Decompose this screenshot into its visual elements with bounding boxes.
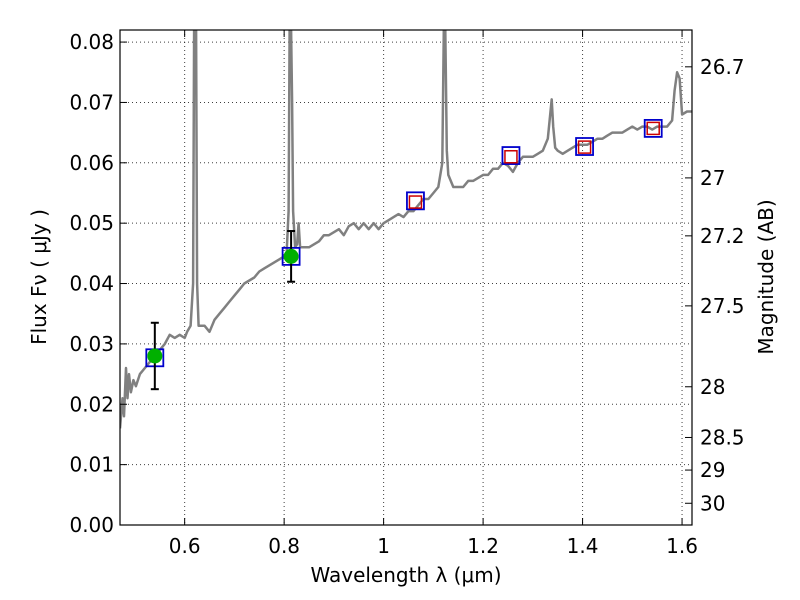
blue-square-marker <box>643 118 663 138</box>
y-tick-label: 0.06 <box>69 151 114 175</box>
tick-layer: 0.6 0.8 1 1.2 1.4 1.6 0.00 0.01 0.02 0.03 0.04 0.05… <box>69 30 745 558</box>
marker-layer <box>145 118 663 391</box>
right-tick-label: 28.5 <box>700 425 745 449</box>
y-tick-label: 0.04 <box>69 272 114 296</box>
x-tick-label: 0.6 <box>169 534 201 558</box>
right-tick-label: 28 <box>700 375 725 399</box>
plot-frame <box>119 29 693 526</box>
right-tick-label: 27 <box>700 166 725 190</box>
y-axis-label: Flux Fν ( μJy ) <box>27 209 51 345</box>
blue-square-marker <box>406 191 425 211</box>
right-tick-label: 26.7 <box>700 55 745 79</box>
right-tick-label: 30 <box>700 491 725 515</box>
x-tick-label: 1.2 <box>467 534 499 558</box>
red-square-marker <box>646 121 660 136</box>
red-square-marker <box>408 195 423 209</box>
y-tick-label: 0.08 <box>69 30 114 54</box>
y-tick-label: 0.07 <box>69 90 114 114</box>
blue-square-marker <box>501 146 521 165</box>
grid-lines <box>120 30 692 525</box>
x-tick-label: 1.4 <box>567 534 599 558</box>
blue-square-marker <box>575 137 594 156</box>
y-tick-label: 0.01 <box>69 453 114 477</box>
right-axis-label: Magnitude (AB) <box>754 199 778 354</box>
right-tick-label: 27.5 <box>700 294 745 318</box>
y-tick-label: 0.02 <box>69 392 114 416</box>
x-axis-label: Wavelength λ (μm) <box>310 563 501 587</box>
right-tick-label: 29 <box>700 458 725 482</box>
y-tick-label: 0.05 <box>69 211 114 235</box>
red-square-marker <box>504 150 518 164</box>
observation-point <box>147 321 163 391</box>
observation-dot <box>147 348 163 364</box>
x-tick-label: 0.8 <box>268 534 300 558</box>
spectrum-layer <box>120 30 692 429</box>
observation-dot <box>283 248 299 264</box>
spectrum-line <box>120 30 692 429</box>
y-tick-label: 0.03 <box>69 332 114 356</box>
x-tick-label: 1.6 <box>666 534 698 558</box>
observation-point <box>283 230 299 283</box>
right-tick-label: 27.2 <box>700 224 745 248</box>
red-square-marker <box>577 140 592 154</box>
y-tick-label: 0.00 <box>69 513 114 537</box>
x-tick-label: 1 <box>377 534 390 558</box>
